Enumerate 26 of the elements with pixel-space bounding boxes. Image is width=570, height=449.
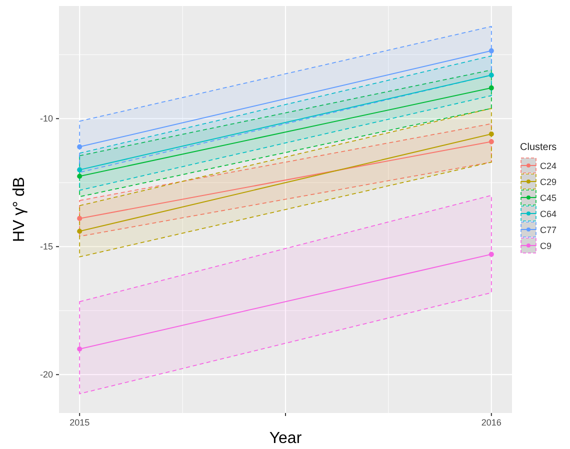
x-tick-label: 2016 — [481, 417, 502, 428]
y-tick-label: -20 — [40, 369, 53, 380]
legend-label: C9 — [540, 241, 552, 251]
y-tick-label: -15 — [40, 241, 53, 252]
point — [488, 131, 494, 137]
point — [488, 139, 494, 144]
legend-label: C64 — [540, 209, 557, 219]
point — [77, 144, 82, 150]
legend-label: C29 — [540, 177, 557, 187]
x-axis-title: Year — [269, 430, 302, 447]
point — [77, 167, 82, 172]
x-tick-label: 2015 — [70, 417, 90, 428]
y-axis-title: HV γ° dB — [11, 176, 28, 242]
legend-label: C45 — [540, 193, 557, 203]
point — [488, 72, 494, 78]
point — [77, 216, 82, 221]
legend-title: Clusters — [520, 142, 557, 153]
legend-label: C77 — [540, 225, 557, 235]
y-tick-label: -10 — [40, 114, 53, 124]
point — [488, 85, 494, 90]
point — [77, 174, 82, 179]
legend-label: C24 — [540, 161, 557, 171]
point — [488, 252, 494, 257]
point — [77, 346, 82, 352]
point — [77, 228, 82, 234]
point — [488, 48, 494, 54]
